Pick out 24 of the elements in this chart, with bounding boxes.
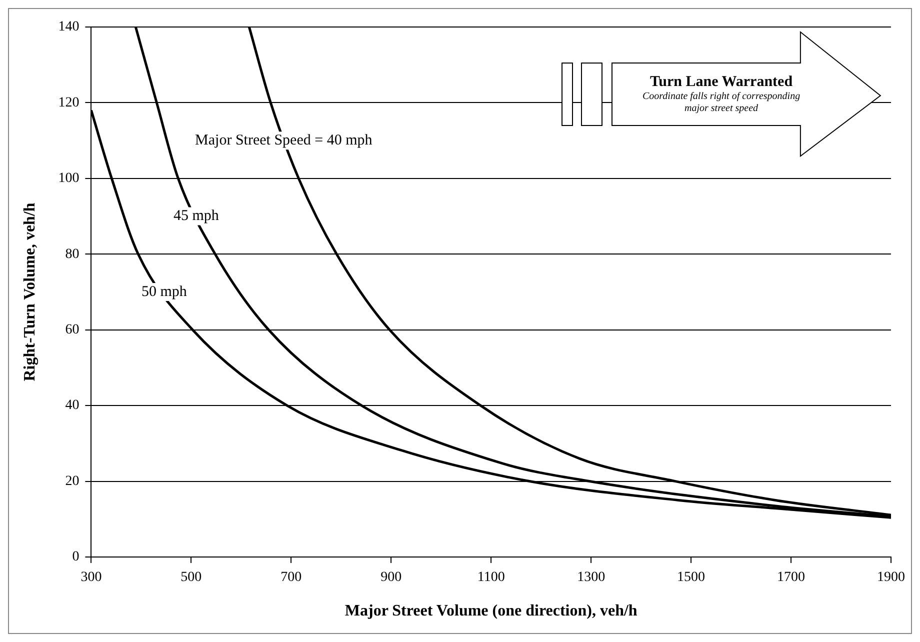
y-tick-label: 120 — [58, 95, 80, 110]
y-axis-title: Right-Turn Volume, veh/h — [22, 202, 39, 382]
x-tick-label: 1500 — [677, 570, 706, 586]
y-tick-label: 60 — [65, 322, 80, 338]
x-tick-label: 700 — [280, 570, 302, 586]
x-tick-label: 300 — [80, 570, 102, 586]
x-axis-title: Major Street Volume (one direction), veh/h — [344, 602, 638, 620]
annotation: 45 mph — [173, 208, 220, 224]
x-tick-label: 1100 — [477, 570, 505, 586]
y-tick-label: 20 — [65, 474, 80, 489]
x-tick-label: 500 — [180, 570, 202, 586]
annotation: Coordinate falls right of corresponding major street speed — [641, 90, 802, 115]
x-tick-label: 1700 — [777, 570, 806, 586]
y-tick-label: 0 — [72, 550, 80, 565]
annotation: 50 mph — [141, 284, 188, 300]
x-tick-label: 1900 — [877, 570, 905, 586]
y-tick-label: 80 — [65, 246, 80, 262]
annotation: Major Street Speed = 40 mph — [195, 132, 373, 149]
x-tick-label: 1300 — [577, 570, 606, 586]
x-tick-label: 900 — [380, 570, 402, 586]
annotation: Turn Lane Warranted — [650, 74, 793, 91]
y-tick-label: 100 — [58, 171, 80, 186]
y-tick-label: 140 — [58, 20, 80, 35]
y-tick-label: 40 — [65, 398, 80, 414]
